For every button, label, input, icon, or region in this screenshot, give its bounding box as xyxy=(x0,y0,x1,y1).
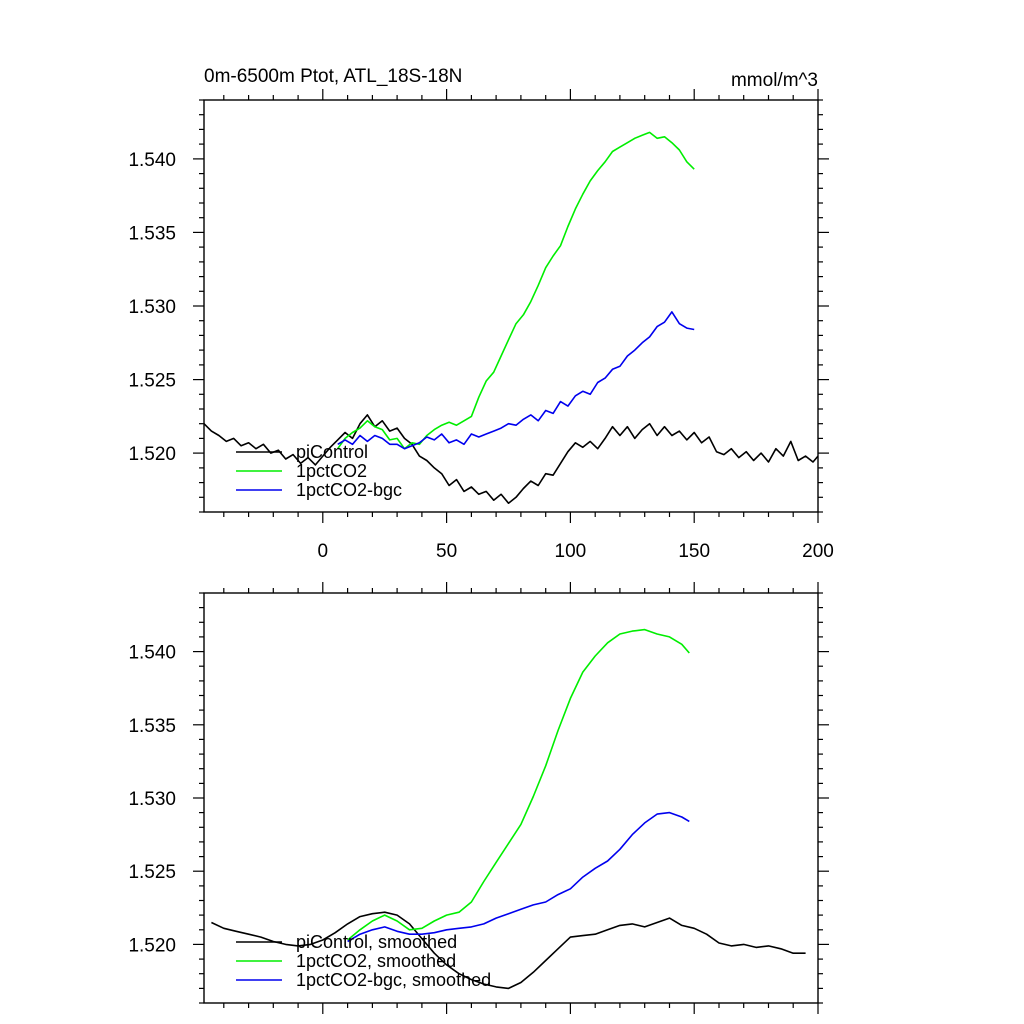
y-tick-label: 1.540 xyxy=(128,150,176,171)
legend-label: 1pctCO2, smoothed xyxy=(296,951,456,971)
y-tick-label: 1.535 xyxy=(128,223,176,244)
series-line-picontrol xyxy=(203,414,819,504)
series-line-1pctco2-smoothed xyxy=(347,628,690,941)
legend-label: piControl, smoothed xyxy=(296,932,457,952)
legend-label: piControl xyxy=(296,442,368,462)
x-tick-label: 50 xyxy=(436,541,457,562)
top-panel: 0m-6500m Ptot, ATL_18S-18N mmol/m^3 1.52… xyxy=(128,66,833,562)
series-line-1pctco2-bgc xyxy=(337,311,695,450)
legend-label: 1pctCO2-bgc xyxy=(296,480,402,500)
top-right-title: mmol/m^3 xyxy=(731,70,818,91)
top-left-title: 0m-6500m Ptot, ATL_18S-18N xyxy=(204,66,462,87)
top-series-layer xyxy=(203,131,819,504)
series-line-picontrol-smoothed xyxy=(211,911,806,990)
y-tick-label: 1.535 xyxy=(128,716,176,737)
series-line-1pctco2-bgc-smoothed xyxy=(347,811,690,943)
legend-label: 1pctCO2-bgc, smoothed xyxy=(296,970,491,990)
y-tick-label: 1.520 xyxy=(128,935,176,956)
x-tick-label: 0 xyxy=(318,541,329,562)
series-line-1pctco2 xyxy=(337,131,695,450)
y-tick-label: 1.525 xyxy=(128,862,176,883)
y-tick-label: 1.520 xyxy=(128,444,176,465)
bottom-ticks-layer: 1.520 1.525 1.530 1.535 1.540 xyxy=(128,582,829,1014)
legend-label: 1pctCO2 xyxy=(296,461,367,481)
y-tick-label: 1.525 xyxy=(128,371,176,392)
x-tick-label: 100 xyxy=(555,541,587,562)
y-tick-label: 1.530 xyxy=(128,297,176,318)
x-tick-label: 200 xyxy=(802,541,834,562)
bottom-panel: 1.520 1.525 1.530 1.535 1.540 piControl, smo… xyxy=(128,582,829,1014)
y-tick-label: 1.540 xyxy=(128,643,176,664)
y-tick-label: 1.530 xyxy=(128,789,176,810)
x-tick-label: 150 xyxy=(678,541,710,562)
top-ticks-layer: 1.520 1.525 1.530 1.535 1.540 0 50 100 150 200 xyxy=(128,89,834,562)
bottom-series-layer xyxy=(211,628,806,990)
